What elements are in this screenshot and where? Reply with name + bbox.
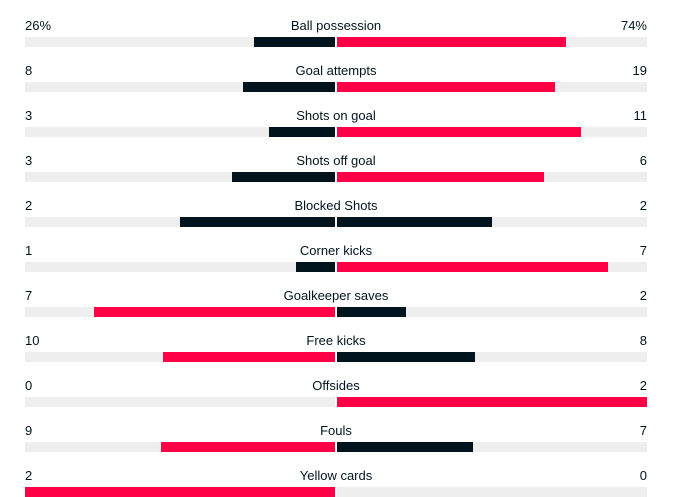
away-bar-fill xyxy=(337,37,566,47)
stat-row: 7 Goalkeeper saves 2 xyxy=(0,272,674,317)
stat-category: Corner kicks xyxy=(299,243,373,258)
home-value: 8 xyxy=(25,63,33,78)
home-bar-fill xyxy=(232,172,335,182)
home-bar-fill xyxy=(269,127,335,137)
stat-row: 1 Corner kicks 7 xyxy=(0,227,674,272)
home-bar-track xyxy=(25,262,335,272)
home-bar-fill xyxy=(243,82,335,92)
stat-row: 3 Shots on goal 11 xyxy=(0,92,674,137)
away-bar-track xyxy=(337,487,647,497)
home-bar-track xyxy=(25,172,335,182)
away-bar-fill xyxy=(337,217,492,227)
away-bar-fill xyxy=(337,307,406,317)
stat-row: 3 Shots off goal 6 xyxy=(0,137,674,182)
stat-category: Goalkeeper saves xyxy=(283,288,389,303)
home-bar-fill xyxy=(296,262,335,272)
home-bar-fill xyxy=(163,352,335,362)
home-bar-track xyxy=(25,487,335,497)
away-bar-track xyxy=(337,397,647,407)
away-value: 8 xyxy=(639,333,647,348)
stat-category: Ball possession xyxy=(290,18,382,33)
stat-row: 26% Ball possession 74% xyxy=(0,2,674,47)
home-value: 2 xyxy=(25,468,33,483)
home-value: 10 xyxy=(25,333,40,348)
away-bar-fill xyxy=(337,442,473,452)
away-bar-track xyxy=(337,217,647,227)
away-value: 2 xyxy=(639,378,647,393)
stat-row: 2 Blocked Shots 2 xyxy=(0,182,674,227)
away-bar-track xyxy=(337,127,647,137)
away-bar-track xyxy=(337,37,647,47)
stat-row: 10 Free kicks 8 xyxy=(0,317,674,362)
away-bar-track xyxy=(337,352,647,362)
away-bar-track xyxy=(337,172,647,182)
stat-category: Shots off goal xyxy=(296,153,376,168)
away-value: 7 xyxy=(639,243,647,258)
away-value: 11 xyxy=(633,108,648,123)
away-value: 19 xyxy=(632,63,647,78)
home-bar-track xyxy=(25,37,335,47)
away-bar-track xyxy=(337,262,647,272)
away-value: 2 xyxy=(639,288,647,303)
stat-category: Shots on goal xyxy=(296,108,376,123)
away-bar-fill xyxy=(337,127,581,137)
home-bar-track xyxy=(25,397,335,407)
home-value: 3 xyxy=(25,153,33,168)
away-value: 0 xyxy=(639,468,647,483)
home-value: 9 xyxy=(25,423,33,438)
away-value: 7 xyxy=(639,423,647,438)
away-bar-fill xyxy=(337,352,475,362)
home-value: 2 xyxy=(25,198,33,213)
stat-category: Fouls xyxy=(320,423,352,438)
home-bar-fill xyxy=(94,307,335,317)
home-bar-track xyxy=(25,82,335,92)
away-value: 2 xyxy=(639,198,647,213)
away-bar-track xyxy=(337,82,647,92)
away-bar-fill xyxy=(337,82,555,92)
away-bar-track xyxy=(337,307,647,317)
home-bar-fill xyxy=(254,37,335,47)
stat-category: Goal attempts xyxy=(295,63,377,78)
away-bar-fill xyxy=(337,397,647,407)
home-bar-track xyxy=(25,442,335,452)
home-bar-fill xyxy=(25,487,335,497)
stat-category: Yellow cards xyxy=(299,468,373,483)
home-bar-track xyxy=(25,217,335,227)
away-value: 6 xyxy=(639,153,647,168)
stat-row: 8 Goal attempts 19 xyxy=(0,47,674,92)
home-value: 1 xyxy=(25,243,33,258)
stat-category: Blocked Shots xyxy=(294,198,378,213)
away-bar-fill xyxy=(337,262,608,272)
home-bar-track xyxy=(25,307,335,317)
home-bar-fill xyxy=(180,217,335,227)
away-value: 74% xyxy=(620,18,647,33)
stat-category: Free kicks xyxy=(306,333,366,348)
stat-row: 9 Fouls 7 xyxy=(0,407,674,452)
away-bar-fill xyxy=(337,172,544,182)
home-bar-fill xyxy=(161,442,335,452)
stat-row: 0 Offsides 2 xyxy=(0,362,674,407)
home-value: 3 xyxy=(25,108,33,123)
home-value: 26% xyxy=(25,18,52,33)
home-bar-track xyxy=(25,127,335,137)
home-bar-track xyxy=(25,352,335,362)
stat-row: 2 Yellow cards 0 xyxy=(0,452,674,497)
stat-category: Offsides xyxy=(312,378,360,393)
away-bar-track xyxy=(337,442,647,452)
home-value: 0 xyxy=(25,378,33,393)
home-value: 7 xyxy=(25,288,33,303)
